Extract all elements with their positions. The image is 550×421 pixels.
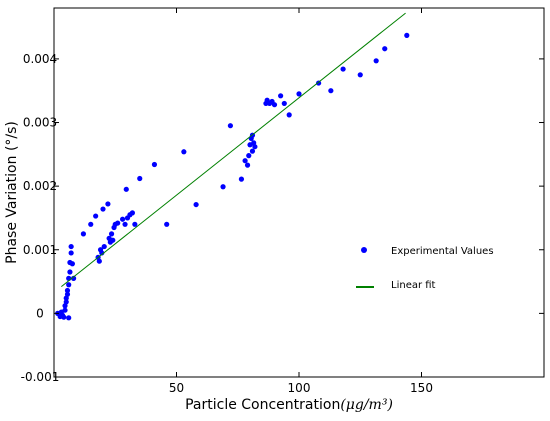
data-point-10 bbox=[65, 288, 70, 293]
data-point-22 bbox=[93, 213, 98, 218]
data-point-28 bbox=[102, 244, 107, 249]
x-axis-title: Particle Concentration(μg/m³) bbox=[185, 397, 393, 413]
data-point-49 bbox=[220, 184, 225, 189]
data-point-24 bbox=[97, 259, 102, 264]
data-point-38 bbox=[122, 222, 127, 227]
data-point-4 bbox=[61, 315, 66, 320]
scatter-points bbox=[55, 33, 409, 321]
legend-marker-experimental bbox=[361, 247, 367, 253]
y-tick-label-4: 0.003 bbox=[23, 116, 57, 130]
data-point-57 bbox=[250, 149, 255, 154]
data-point-45 bbox=[152, 162, 157, 167]
data-point-16 bbox=[69, 250, 74, 255]
y-tick-label-5: 0.004 bbox=[23, 52, 57, 66]
data-point-37 bbox=[120, 217, 125, 222]
data-point-66 bbox=[278, 93, 283, 98]
data-point-48 bbox=[194, 202, 199, 207]
data-point-74 bbox=[374, 58, 379, 63]
data-point-53 bbox=[245, 163, 250, 168]
data-point-75 bbox=[382, 46, 387, 51]
y-axis-title: Phase Variation (°/s) bbox=[4, 121, 20, 264]
data-point-42 bbox=[130, 210, 135, 215]
legend: Experimental Values Linear fit bbox=[356, 246, 494, 291]
data-point-46 bbox=[164, 222, 169, 227]
data-point-39 bbox=[124, 187, 129, 192]
x-ticks: 50 100 150 bbox=[169, 8, 433, 395]
plot-frame bbox=[54, 8, 544, 377]
data-point-50 bbox=[228, 123, 233, 128]
x-tick-label-0: 50 bbox=[169, 381, 184, 395]
data-point-14 bbox=[67, 269, 72, 274]
fit-line-group bbox=[61, 13, 405, 287]
data-point-44 bbox=[137, 176, 142, 181]
data-point-27 bbox=[100, 206, 105, 211]
y-tick-label-0: -0.001 bbox=[21, 370, 60, 384]
y-ticks: -0.001 0 0.001 0.002 0.003 0.004 bbox=[21, 52, 544, 384]
data-point-67 bbox=[282, 101, 287, 106]
legend-label-linear-fit: Linear fit bbox=[391, 280, 436, 291]
x-tick-label-1: 100 bbox=[288, 381, 311, 395]
data-point-18 bbox=[70, 261, 75, 266]
data-point-5 bbox=[62, 308, 67, 313]
data-point-43 bbox=[132, 222, 137, 227]
data-point-51 bbox=[239, 177, 244, 182]
data-point-72 bbox=[341, 66, 346, 71]
data-point-32 bbox=[109, 231, 114, 236]
legend-label-experimental: Experimental Values bbox=[391, 246, 494, 257]
data-point-20 bbox=[81, 231, 86, 236]
data-point-65 bbox=[272, 102, 277, 107]
data-point-47 bbox=[181, 149, 186, 154]
data-point-21 bbox=[88, 222, 93, 227]
data-point-29 bbox=[105, 201, 110, 206]
data-point-60 bbox=[252, 144, 257, 149]
data-point-52 bbox=[243, 158, 248, 163]
data-point-71 bbox=[328, 88, 333, 93]
data-point-36 bbox=[115, 220, 120, 225]
data-point-11 bbox=[66, 282, 71, 287]
y-tick-label-1: 0 bbox=[36, 306, 44, 320]
linear-fit-line bbox=[61, 13, 405, 287]
x-axis-title-unit: (μg/m³) bbox=[340, 397, 393, 413]
y-tick-label-3: 0.002 bbox=[23, 179, 57, 193]
data-point-13 bbox=[66, 315, 71, 320]
data-point-54 bbox=[246, 153, 251, 158]
data-point-68 bbox=[287, 112, 292, 117]
x-axis-title-text: Particle Concentration bbox=[185, 397, 340, 413]
data-point-33 bbox=[110, 238, 115, 243]
data-point-76 bbox=[404, 33, 409, 38]
x-tick-label-2: 150 bbox=[410, 381, 433, 395]
y-tick-label-2: 0.001 bbox=[23, 243, 57, 257]
data-point-17 bbox=[69, 244, 74, 249]
data-point-73 bbox=[358, 72, 363, 77]
